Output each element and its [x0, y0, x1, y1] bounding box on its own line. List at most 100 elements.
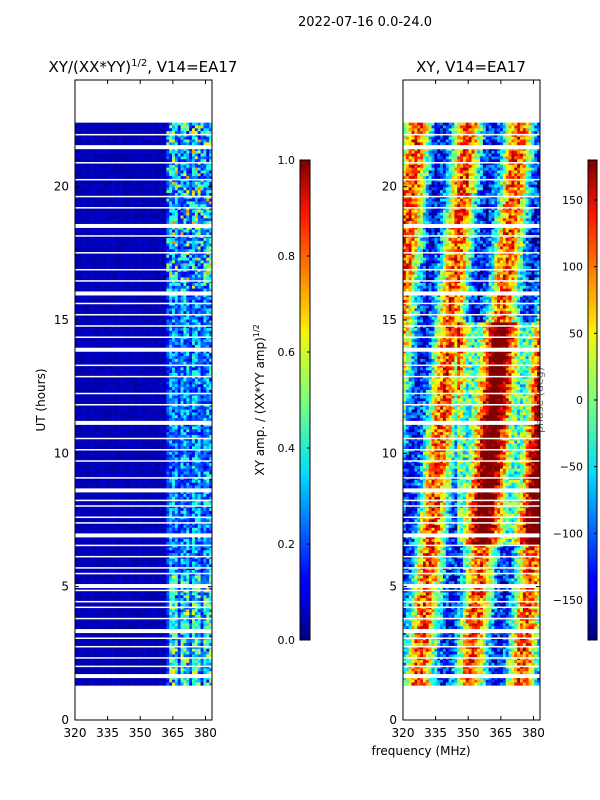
- heatmap-cell: [174, 373, 179, 377]
- heatmap-cell: [140, 221, 144, 225]
- heatmap-cell: [83, 136, 87, 140]
- heatmap-cell: [117, 240, 121, 244]
- heatmap-cell: [100, 133, 104, 138]
- heatmap-cell: [123, 133, 127, 138]
- heatmap-cell: [197, 277, 201, 281]
- heatmap-cell: [203, 257, 207, 261]
- heatmap-cell: [83, 356, 87, 360]
- heatmap-cell: [157, 229, 161, 233]
- heatmap-cell: [197, 159, 201, 163]
- heatmap-cell: [112, 221, 116, 225]
- heatmap-cell: [103, 316, 107, 320]
- heatmap-cell: [137, 406, 141, 410]
- heatmap-cell: [160, 150, 164, 154]
- heatmap-cell: [140, 229, 144, 233]
- heatmap-cell: [160, 330, 164, 334]
- heatmap-cell: [80, 333, 84, 337]
- heatmap-cell: [172, 133, 176, 138]
- heatmap-cell: [177, 387, 181, 391]
- heatmap-cell: [163, 350, 167, 354]
- heatmap-cell: [194, 274, 199, 278]
- heatmap-cell: [126, 142, 130, 146]
- heatmap-cell: [143, 373, 147, 377]
- heatmap-cell: [209, 198, 212, 202]
- heatmap-cell: [152, 398, 156, 402]
- heatmap-cell: [174, 387, 179, 391]
- heatmap-cell: [134, 305, 139, 309]
- heatmap-cell: [143, 128, 147, 132]
- heatmap-cell: [197, 305, 201, 309]
- heatmap-cell: [203, 280, 207, 284]
- heatmap-cell: [89, 257, 93, 261]
- heatmap-cell: [77, 283, 81, 287]
- heatmap-cell: [206, 159, 210, 163]
- heatmap-cell: [194, 387, 199, 391]
- heatmap-cell: [189, 212, 193, 216]
- heatmap-cell: [197, 136, 201, 140]
- heatmap-cell: [189, 283, 193, 287]
- heatmap-cell: [163, 156, 167, 160]
- heatmap-cell: [117, 209, 121, 213]
- heatmap-cell: [157, 364, 161, 368]
- heatmap-cell: [114, 263, 119, 267]
- heatmap-cell: [186, 330, 190, 334]
- heatmap-cell: [200, 288, 204, 292]
- heatmap-cell: [137, 302, 141, 306]
- heatmap-cell: [206, 322, 210, 326]
- heatmap-cell: [92, 316, 96, 320]
- heatmap-cell: [180, 311, 184, 315]
- amplitude-heatmap[interactable]: [75, 122, 212, 686]
- heatmap-cell: [146, 305, 150, 309]
- heatmap-cell: [134, 167, 139, 171]
- heatmap-cell: [132, 350, 136, 354]
- heatmap-cell: [132, 260, 136, 264]
- heatmap-cell: [83, 308, 87, 312]
- heatmap-cell: [209, 358, 212, 363]
- heatmap-cell: [152, 147, 156, 152]
- heatmap-cell: [103, 170, 107, 174]
- heatmap-cell: [132, 150, 136, 154]
- heatmap-cell: [126, 297, 130, 301]
- heatmap-cell: [157, 288, 161, 292]
- heatmap-cell: [114, 164, 119, 168]
- heatmap-cell: [123, 336, 127, 340]
- heatmap-cell: [183, 336, 187, 340]
- heatmap-cell: [80, 280, 84, 284]
- heatmap-cell: [94, 353, 99, 357]
- heatmap-cell: [163, 325, 167, 329]
- heatmap-cell: [109, 147, 113, 152]
- heatmap-cell: [143, 204, 147, 208]
- heatmap-cell: [75, 181, 79, 185]
- heatmap-cell: [200, 353, 204, 357]
- heatmap-cell: [109, 181, 113, 185]
- heatmap-cell: [126, 336, 130, 340]
- heatmap-cell: [120, 361, 124, 365]
- heatmap-cell: [200, 153, 204, 157]
- heatmap-cell: [152, 136, 156, 140]
- heatmap-cell: [172, 299, 176, 304]
- heatmap-cell: [203, 409, 207, 413]
- heatmap-cell: [154, 356, 159, 360]
- heatmap-cell: [152, 173, 156, 177]
- heatmap-cell: [123, 221, 127, 225]
- heatmap-cell: [92, 319, 96, 323]
- heatmap-cell: [172, 370, 176, 374]
- heatmap-cell: [194, 288, 199, 292]
- heatmap-cell: [129, 122, 133, 126]
- heatmap-cell: [149, 221, 153, 225]
- heatmap-cell: [177, 364, 181, 368]
- heatmap-cell: [109, 215, 113, 219]
- heatmap-cell: [143, 249, 147, 253]
- heatmap-cell: [97, 142, 101, 146]
- heatmap-cell: [146, 313, 150, 318]
- heatmap-cell: [97, 254, 101, 258]
- heatmap-cell: [75, 336, 79, 340]
- heatmap-cell: [197, 280, 201, 284]
- heatmap-cell: [114, 283, 119, 287]
- heatmap-cell: [86, 238, 90, 242]
- heatmap-cell: [192, 361, 196, 365]
- heatmap-cell: [80, 193, 84, 197]
- heatmap-cell: [114, 353, 119, 357]
- heatmap-cell: [189, 187, 193, 191]
- heatmap-cell: [94, 201, 99, 205]
